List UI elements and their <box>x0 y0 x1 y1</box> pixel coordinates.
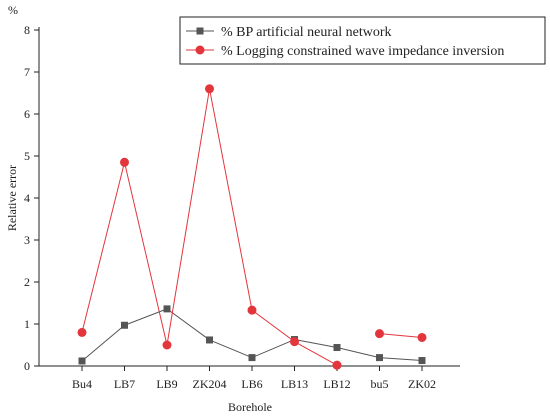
series-segment <box>336 347 380 359</box>
y-tick-label: 0 <box>24 359 30 373</box>
legend-label-logging: % Logging constrained wave impedance inv… <box>221 44 504 59</box>
x-tick-label: Bu4 <box>72 377 92 391</box>
y-unit-label: % <box>8 3 18 17</box>
series-layer <box>77 84 427 370</box>
series-segment <box>124 162 168 346</box>
series-segment <box>81 324 125 362</box>
x-tick-label: LB13 <box>281 377 308 391</box>
y-tick-label: 8 <box>24 23 30 37</box>
series-2 <box>77 84 427 370</box>
data-point <box>417 332 427 342</box>
data-point <box>163 305 171 313</box>
series-segment <box>209 339 253 359</box>
series-segment <box>166 308 210 341</box>
data-point <box>333 344 341 352</box>
legend-label-bp: % BP artificial neural network <box>221 25 392 40</box>
x-tick-label: LB9 <box>156 377 177 391</box>
data-point <box>78 357 86 365</box>
data-point <box>376 354 383 362</box>
data-point <box>332 360 342 370</box>
series-1 <box>78 305 426 365</box>
y-tick-label: 2 <box>24 275 30 289</box>
legend-box <box>179 16 546 65</box>
y-tick-label: 6 <box>24 107 30 121</box>
data-point <box>162 340 172 350</box>
series-segment <box>251 309 295 343</box>
data-point <box>248 354 256 362</box>
series-segment <box>379 357 423 362</box>
data-point <box>375 329 384 339</box>
legend: % BP artificial neural network % Logging… <box>179 16 546 65</box>
x-tick-label: ZK204 <box>193 377 227 391</box>
x-tick-label: ZK02 <box>408 377 436 391</box>
legend-marker-bp <box>196 27 204 35</box>
x-tick-label: LB12 <box>323 377 350 391</box>
y-tick-label: 5 <box>24 149 30 163</box>
data-point <box>120 157 129 167</box>
series-segment <box>379 333 423 338</box>
data-point <box>247 305 257 315</box>
data-point <box>205 84 214 94</box>
x-ticks: Bu4 LB7 LB9 ZK204 LB6 LB13 LB12 bu5 ZK02 <box>72 366 436 391</box>
x-tick-label: LB6 <box>241 377 262 391</box>
series-segment <box>294 339 338 349</box>
data-point <box>77 327 87 337</box>
y-tick-label: 3 <box>24 233 30 247</box>
data-point <box>121 321 128 329</box>
y-tick-label: 7 <box>24 65 30 79</box>
series-segment <box>294 341 338 366</box>
series-segment <box>251 339 295 359</box>
data-point <box>206 336 213 344</box>
x-axis-title: Borehole <box>228 400 272 414</box>
y-tick-label: 4 <box>24 191 30 205</box>
y-ticks: 0 1 2 3 4 5 6 7 8 <box>24 23 39 373</box>
series-segment <box>209 88 253 311</box>
data-point <box>290 337 299 347</box>
series-segment <box>81 162 125 333</box>
legend-marker-logging <box>195 45 205 55</box>
y-axis-title: Relative error <box>5 165 19 231</box>
series-segment <box>166 88 210 346</box>
y-tick-label: 1 <box>24 317 30 331</box>
x-tick-label: bu5 <box>371 377 389 391</box>
x-tick-label: LB7 <box>114 377 135 391</box>
data-point <box>418 357 426 365</box>
series-segment <box>124 308 168 326</box>
